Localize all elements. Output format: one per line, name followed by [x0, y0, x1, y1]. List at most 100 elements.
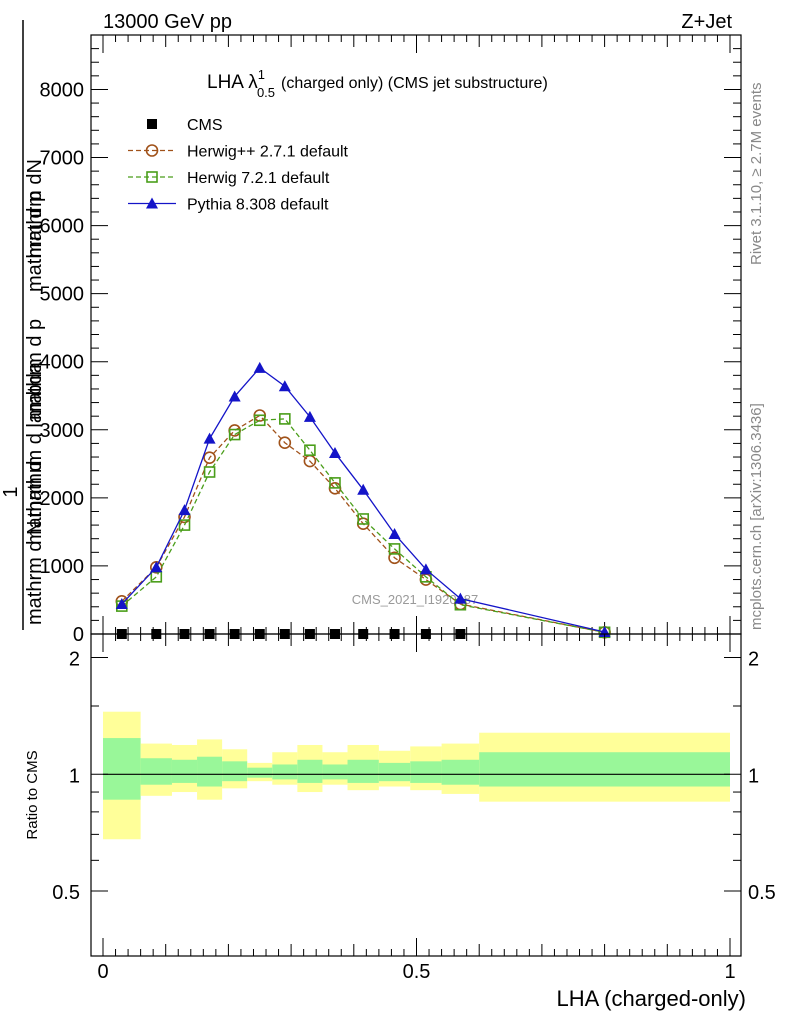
ylabel-bottom: mathrm d N [24, 521, 46, 625]
main-ytick-label: 8000 [40, 79, 85, 101]
ratio-ytick-label-right: 0.5 [748, 882, 776, 904]
data-point-herwig-7-2-1-default [329, 477, 341, 489]
x-axis-label: LHA (charged-only) [556, 986, 746, 1011]
ylabel-one: 1 [0, 486, 22, 497]
ratio-band-inner [322, 764, 348, 780]
main-ytick-label: 5000 [40, 284, 85, 306]
data-point-herwig-7-2-1-default [253, 414, 266, 427]
data-point-pythia-8-308-default [115, 598, 128, 610]
main-ytick-label: 6000 [40, 216, 85, 238]
main-x-ticks [102, 35, 731, 634]
ratio-y-ticks: 0.5 0.5 1 1 2 2 [52, 649, 776, 905]
legend-marker [147, 119, 157, 129]
data-point-pythia-8-308-default [357, 483, 370, 495]
process-label: Z+Jet [681, 11, 732, 33]
legend-label: Herwig 7.2.1 default [187, 170, 330, 187]
legend-marker [146, 171, 158, 183]
series-herwig-7-2-1-default [116, 413, 611, 639]
ylabel-frac: mathrm d p [24, 319, 46, 420]
data-point-herwig-7-2-1-default [228, 428, 241, 441]
ratio-band-inner [222, 761, 248, 782]
ratio-ytick-label-left: 2 [69, 649, 80, 671]
ratio-xtick-label: 0 [97, 961, 108, 983]
ratio-x-ticks: 0 0.5 1 [97, 634, 736, 983]
rivet-version-label: Rivet 3.1.10, ≥ 2.7M events [748, 83, 765, 266]
legend-label: Herwig++ 2.7.1 default [187, 144, 349, 161]
data-point-pythia-8-308-default [454, 592, 467, 604]
plot-title: LHA λ1 0.5 (charged only) (CMS jet substru… [207, 67, 548, 100]
ratio-band-inner [378, 762, 411, 782]
data-point-herwig-2-7-1-default [419, 573, 433, 586]
ratio-band-inner [247, 767, 273, 778]
beam-label: 13000 GeV pp [103, 11, 232, 33]
data-point-herwig-2-7-1-default [203, 451, 216, 465]
data-point-pythia-8-308-default [303, 410, 316, 422]
ratio-band-inner [479, 752, 730, 787]
data-point-herwig-7-2-1-default [357, 513, 370, 525]
data-point-pythia-8-308-default [178, 504, 191, 516]
data-point-pythia-8-308-default [278, 380, 291, 392]
legend-entry-pythia-8-308-default: Pythia 8.308 default [128, 197, 329, 214]
ylabel-top3: mathrm d lambda [24, 361, 46, 517]
main-y-axis-label: mathrm dN mathrm d p mathrm d lambda 1 m… [0, 20, 46, 630]
data-point-pythia-8-308-default [419, 563, 432, 575]
ratio-bands [103, 711, 730, 840]
ylabel-top2: mathrm d p [24, 191, 46, 292]
data-point-pythia-8-308-default [150, 561, 163, 573]
data-point-pythia-8-308-default [253, 361, 266, 373]
legend-entry-herwig-2-7-1-default: Herwig++ 2.7.1 default [128, 144, 349, 161]
main-ytick-label: 2000 [40, 488, 85, 510]
main-ytick-label: 7000 [40, 148, 85, 170]
ratio-band-inner [171, 759, 198, 783]
main-ytick-label: 4000 [40, 352, 85, 374]
legend-label: CMS [187, 117, 223, 134]
ratio-ytick-label-right: 2 [748, 649, 759, 671]
data-point-pythia-8-308-default [203, 432, 216, 444]
ratio-band-inner [103, 738, 141, 800]
ratio-xtick-label: 1 [724, 961, 735, 983]
plot-title-superscript: 1 [258, 67, 265, 82]
legend-label: Pythia 8.308 default [187, 197, 329, 214]
series-line-pythia-8-308-default [121, 366, 605, 633]
main-ytick-label: 1000 [40, 556, 85, 578]
ratio-band-inner [441, 759, 480, 785]
data-point-herwig-7-2-1-default [388, 543, 401, 555]
ratio-ytick-label-right: 1 [748, 765, 759, 787]
ratio-y-axis-label: Ratio to CMS [24, 750, 41, 839]
ratio-ytick-label-left: 0.5 [52, 882, 80, 904]
legend-entry-cms: CMS [147, 117, 223, 134]
plot-title-subscript: 0.5 [257, 85, 275, 100]
data-point-herwig-7-2-1-default [203, 466, 216, 478]
ratio-band-inner [410, 761, 442, 783]
data-point-herwig-7-2-1-default [178, 519, 191, 531]
ratio-band-inner [140, 758, 172, 785]
ylabel-top: mathrm dN [24, 159, 46, 258]
data-point-herwig-7-2-1-default [304, 444, 316, 457]
main-ytick-label: 0 [73, 624, 84, 646]
ratio-ytick-label-left: 1 [69, 765, 80, 787]
ratio-band-inner [272, 764, 298, 780]
data-point-herwig-7-2-1-default [279, 413, 291, 425]
ratio-xtick-label: 0.5 [403, 961, 431, 983]
plot-title-rest: (charged only) (CMS jet substructure) [281, 75, 548, 92]
legend-marker [146, 197, 158, 209]
plot-title-main: LHA λ [207, 72, 258, 93]
analysis-watermark: CMS_2021_I1920187 [352, 592, 479, 607]
ratio-band-inner [297, 759, 323, 783]
data-point-herwig-2-7-1-default [278, 436, 292, 450]
ratio-band-inner [197, 756, 223, 787]
data-point-pythia-8-308-default [328, 446, 341, 458]
mcplots-reference-label: mcplots.cern.ch [arXiv:1306.3436] [748, 403, 765, 630]
main-y-ticks: 0 1000 2000 3000 4000 5000 6000 7000 8000 [40, 48, 741, 646]
legend-entry-herwig-7-2-1-default: Herwig 7.2.1 default [128, 170, 330, 187]
legend-marker [145, 144, 159, 157]
data-point-herwig-2-7-1-default [388, 551, 401, 565]
ratio-band-inner [347, 759, 379, 783]
main-ytick-label: 3000 [40, 420, 85, 442]
data-point-pythia-8-308-default [228, 390, 241, 402]
legend: CMS Herwig++ 2.7.1 default Herwig 7.2.1 de… [128, 117, 349, 214]
ylabel-mid: mathrm d [24, 461, 46, 545]
data-point-pythia-8-308-default [388, 527, 401, 539]
ratio-plot-panel: 0.5 0.51 12 2 0 0.5 1 Ratio to CMS [24, 633, 776, 983]
